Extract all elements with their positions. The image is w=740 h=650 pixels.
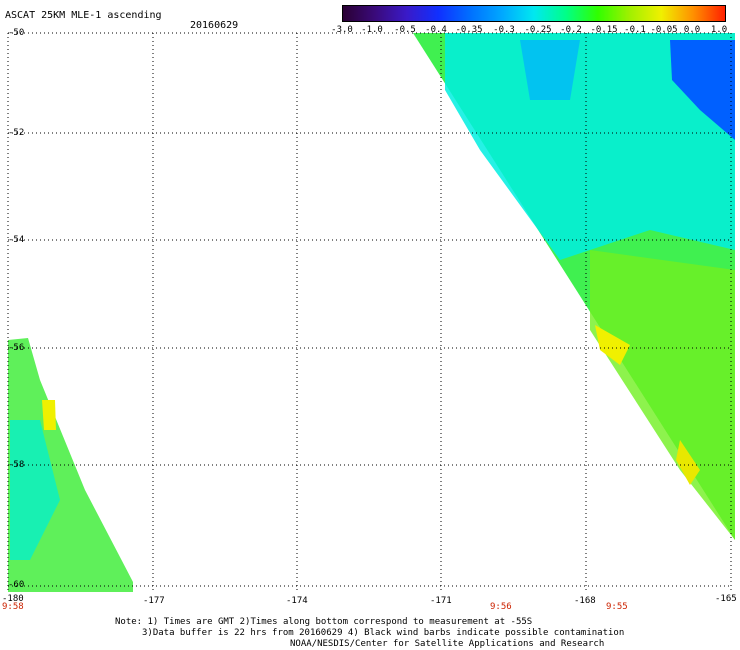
lat-label: -54 — [8, 235, 25, 245]
colorbar-label: -1.0 — [361, 25, 383, 35]
colorbar-label: -0.05 — [650, 25, 678, 35]
colorbar-label: -0.1 — [624, 25, 646, 35]
lat-label: -50 — [8, 28, 25, 38]
lon-label: -174 — [286, 596, 308, 606]
footer-note-2: 3)Data buffer is 22 hrs from 20160629 4)… — [142, 628, 625, 638]
wind-field-swath-west-cyan — [10, 420, 60, 560]
colorbar-label: -0.15 — [590, 25, 618, 35]
lon-label: -177 — [143, 596, 165, 606]
grid-lines — [7, 32, 732, 590]
colorbar-label: -0.3 — [493, 25, 515, 35]
wind-field-swath-east-green — [590, 250, 735, 540]
lat-label: -56 — [8, 343, 25, 353]
chart-date: 20160629 — [190, 20, 239, 31]
colorbar-label: -0.35 — [455, 25, 483, 35]
lon-label: -165 — [715, 594, 737, 604]
chart-title: ASCAT 25KM MLE-1 ascending — [5, 10, 162, 21]
colorbar-label: 1.0 — [710, 25, 728, 35]
time-label: 9:58 — [2, 602, 24, 612]
time-label: 9:56 — [490, 602, 512, 612]
colorbar-label: -0.4 — [425, 25, 447, 35]
footer-note-3: NOAA/NESDIS/Center for Satellite Applica… — [290, 639, 605, 649]
colorbar-label: -0.25 — [524, 25, 552, 35]
lat-label: -60 — [8, 580, 25, 590]
colorbar-label: -0.2 — [560, 25, 582, 35]
lon-label: -168 — [574, 596, 596, 606]
lon-label: -180 — [2, 594, 24, 604]
colorbar-label: 0.0 — [683, 25, 701, 35]
lat-label: -52 — [8, 128, 25, 138]
wind-field-swath-west-yellow — [42, 400, 56, 430]
wind-field-swath-east-cyan — [445, 33, 735, 260]
colorbar-label: -3.0 — [331, 25, 353, 35]
time-label: 9:55 — [606, 602, 628, 612]
wind-field-swath-east-lightblue — [520, 40, 580, 100]
wind-field-swath-east-yellow — [595, 325, 630, 365]
colorbar-label: -0.5 — [394, 25, 416, 35]
wind-field-swath-east-blue — [670, 40, 735, 140]
colorbar — [342, 5, 726, 22]
wind-field-swath-east-yellow-2 — [676, 440, 700, 485]
lon-label: -171 — [430, 596, 452, 606]
footer-note-1: Note: 1) Times are GMT 2)Times along bot… — [115, 617, 533, 627]
lat-label: -58 — [8, 460, 25, 470]
